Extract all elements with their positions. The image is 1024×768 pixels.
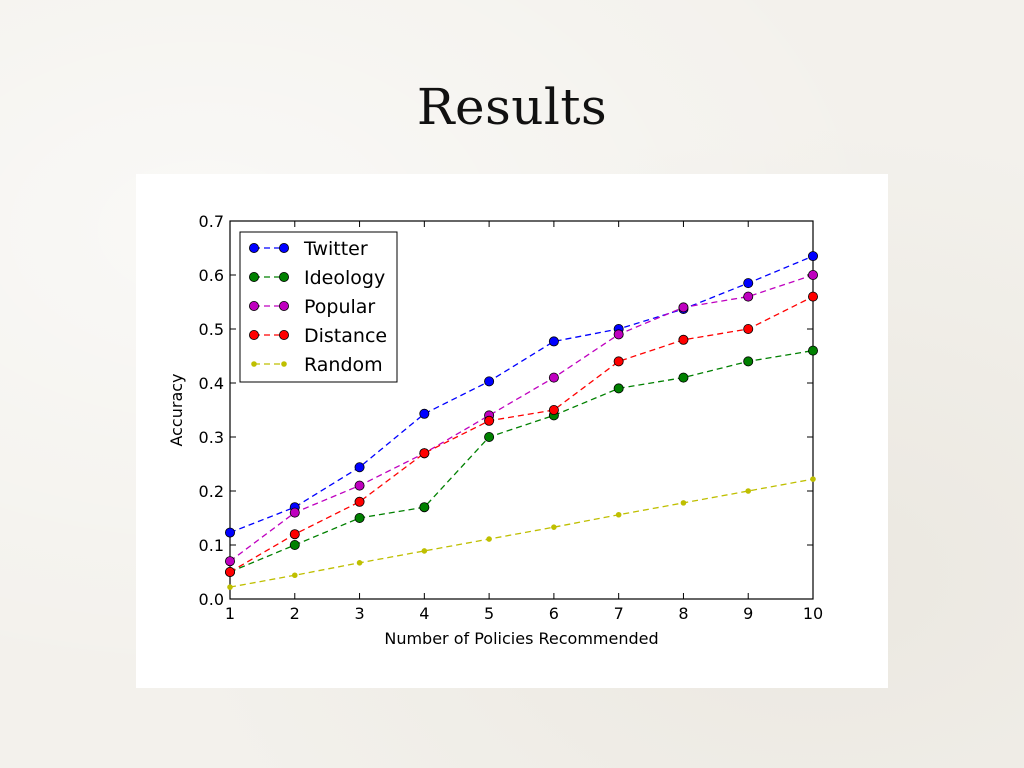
data-point-twitter [225,527,236,538]
data-point-popular [289,507,300,518]
y-tick-label: 0.6 [199,266,224,285]
x-tick-label: 7 [614,604,624,623]
plot-axes: 1 2 3 4 5 6 7 8 9 10 0.0 0.1 0.2 0.3 0.4 0.5 0.6 0.7 [199,212,824,623]
data-point-ideology [354,512,365,523]
legend-marker-ideology [278,272,289,283]
data-point-distance [354,496,365,507]
x-tick-label: 2 [290,604,300,623]
data-point-distance [808,291,819,302]
y-tick-label: 0.3 [199,428,224,447]
data-point-distance [678,334,689,345]
legend-label-ideology: Ideology [304,267,385,289]
data-point-popular [354,480,365,491]
legend-item-twitter: Twitter [249,238,368,260]
data-point-twitter [419,408,430,419]
data-point-ideology [613,383,624,394]
legend-label-random: Random [304,354,383,376]
data-point-ideology [419,502,430,513]
data-point-twitter [743,278,754,289]
data-point-popular [548,372,559,383]
x-tick-label: 9 [743,604,753,623]
legend-marker-popular [249,301,260,312]
data-point-random [745,488,752,494]
data-point-twitter [354,462,365,473]
chart-figure: 1 2 3 4 5 6 7 8 9 10 0.0 0.1 0.2 0.3 0.4 0.5 0.6 0.7 Twit… [136,174,888,688]
legend-marker-twitter [249,243,260,254]
series-random [227,476,816,590]
legend-label-twitter: Twitter [303,238,368,260]
data-point-ideology [289,539,300,550]
data-point-twitter [808,251,819,262]
data-point-distance [419,448,430,459]
x-tick-label: 10 [803,604,823,623]
legend-item-popular: Popular [249,296,375,318]
data-point-random [227,584,233,590]
data-point-ideology [808,345,819,356]
legend-label-popular: Popular [304,296,375,318]
legend-marker-ideology [249,272,260,283]
data-point-distance [484,415,495,426]
data-point-random [810,476,816,482]
data-point-distance [289,529,300,540]
data-point-distance [548,404,559,415]
plot-frame [229,220,814,600]
data-point-popular [225,556,236,567]
y-tick-label: 0.4 [199,374,224,393]
data-point-twitter [548,336,559,347]
series-line-ideology [229,349,814,573]
data-point-distance [225,566,236,577]
data-point-twitter [484,376,495,387]
data-point-random [551,524,557,530]
x-tick-label: 8 [678,604,688,623]
data-point-random [486,536,492,542]
y-tick-label: 0.0 [199,590,224,609]
legend-marker-random [251,361,257,367]
legend-marker-popular [278,301,289,312]
legend-box [239,231,398,383]
chart-canvas: 1 2 3 4 5 6 7 8 9 10 0.0 0.1 0.2 0.3 0.4 0.5 0.6 0.7 Twit… [167,212,824,648]
x-axis-label: Number of Policies Recommended [384,629,658,648]
data-point-random [421,548,428,554]
data-point-distance [743,323,754,334]
slide-title: Results [416,78,608,136]
legend-marker-distance [249,329,260,340]
data-point-random [680,500,687,506]
data-point-popular [678,302,689,313]
legend-label-distance: Distance [304,325,387,347]
y-tick-label: 0.2 [199,482,224,501]
data-point-random [291,572,298,579]
series-line-distance [229,296,814,573]
series-line-random [229,478,814,588]
series-line-popular [229,274,814,562]
legend-marker-distance [278,329,289,340]
x-tick-label: 3 [354,604,364,623]
series-popular [225,270,819,567]
plot-series [225,251,819,590]
chart-legend: Twitter Ideology Popular Distance Random [239,231,398,383]
data-point-ideology [743,356,754,367]
data-point-random [356,560,363,566]
y-tick-label: 0.5 [199,320,224,339]
data-point-random [615,511,622,518]
y-tick-label: 0.1 [199,536,224,555]
data-point-distance [613,356,624,367]
data-point-popular [808,270,819,281]
data-point-popular [613,329,624,340]
x-tick-label: 1 [225,604,235,623]
x-tick-label: 6 [549,604,559,623]
x-tick-label: 5 [484,604,494,623]
y-axis-label: Accuracy [167,373,186,446]
legend-marker-twitter [278,243,289,254]
data-point-popular [743,291,754,302]
series-line-twitter [229,255,814,534]
data-point-ideology [678,372,689,383]
y-tick-label: 0.7 [199,212,224,231]
x-tick-label: 4 [419,604,429,623]
legend-item-ideology: Ideology [249,267,385,289]
series-distance [225,291,819,577]
legend-marker-random [281,361,287,367]
legend-item-random: Random [251,354,383,376]
legend-item-distance: Distance [249,325,387,347]
data-point-ideology [484,431,495,442]
